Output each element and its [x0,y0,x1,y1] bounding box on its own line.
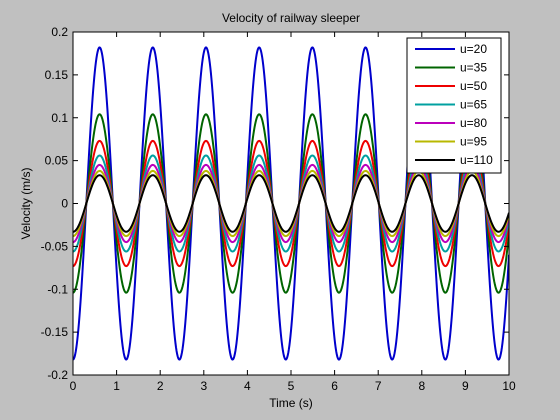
x-tick-label: 5 [288,379,295,393]
x-tick-label: 2 [157,379,164,393]
x-tick-label: 1 [113,379,120,393]
legend-label: u=95 [460,135,487,149]
series-line-u-35 [73,113,509,294]
y-tick-label: 0 [61,197,68,211]
x-tick-label: 4 [244,379,251,393]
x-tick-label: 8 [418,379,425,393]
legend: u=20 u=35 u=50 u=65 u=80 u=95 u=110 [406,37,502,174]
axis-ticks: 0 1 2 3 4 5 6 7 8 9 10 -0.2 -0.15 -0.1 -0.05 0 0.05 0.1 0.… [41,25,516,393]
series-line-u-65 [73,154,509,253]
y-tick-label: -0.2 [47,368,68,382]
series-line-u-50 [73,139,509,268]
legend-label: u=80 [460,116,487,130]
y-tick-label: 0.1 [51,111,68,125]
series-line-u-20 [73,46,509,361]
legend-label: u=65 [460,98,487,112]
legend-label: u=35 [460,61,487,75]
x-tick-label: 3 [200,379,207,393]
x-tick-label: 6 [331,379,338,393]
legend-label: u=20 [460,42,487,56]
y-tick-label: 0.2 [51,25,68,39]
legend-label: u=50 [460,79,487,93]
series-line-u-110 [73,174,509,233]
series-lines [73,46,509,361]
y-tick-label: -0.15 [41,325,69,339]
y-axis-title: Velocity (m/s) [19,167,33,239]
y-tick-label: -0.05 [41,239,69,253]
x-tick-label: 10 [502,379,516,393]
x-tick-label: 7 [375,379,382,393]
chart-title: Velocity of railway sleeper [222,11,360,25]
x-tick-label: 9 [462,379,469,393]
legend-label: u=110 [460,153,493,167]
x-tick-label: 0 [70,379,77,393]
y-tick-label: 0.05 [45,154,69,168]
y-tick-label: -0.1 [47,282,68,296]
x-axis-title: Time (s) [269,396,313,410]
y-tick-label: 0.15 [45,68,69,82]
